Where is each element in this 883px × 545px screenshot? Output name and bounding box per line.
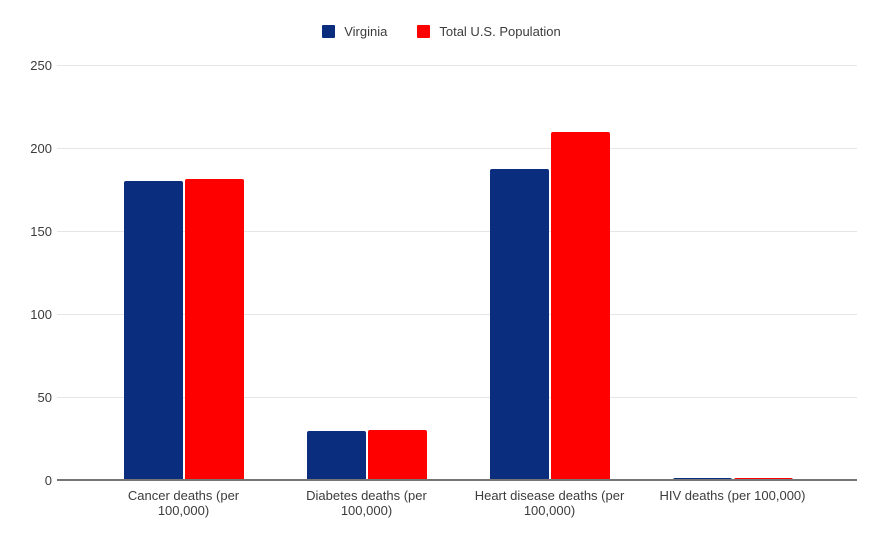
- bar-groups: [92, 66, 824, 481]
- legend-label-virginia: Virginia: [344, 24, 388, 39]
- gridline-250: [57, 65, 857, 66]
- x-axis-label-diabetes-deaths: Diabetes deaths (per 100,000): [306, 488, 427, 518]
- y-axis-label-0: 0: [44, 473, 52, 488]
- bar-total-us-population-diabetes-deaths[interactable]: [367, 429, 427, 481]
- gridline-100: [57, 314, 857, 315]
- y-axis-label-100: 100: [30, 307, 52, 322]
- plot-area: [57, 65, 857, 481]
- x-axis-label-heart-disease-deaths: Heart disease deaths (per 100,000): [474, 488, 625, 518]
- gridline-50: [57, 397, 857, 398]
- x-axis-line: [57, 479, 857, 481]
- legend-label-total-us-population: Total U.S. Population: [439, 24, 561, 39]
- bar-virginia-diabetes-deaths[interactable]: [306, 431, 366, 481]
- virginia-swatch-icon: [322, 25, 336, 38]
- bar-virginia-cancer-deaths[interactable]: [123, 180, 183, 481]
- y-axis-label-200: 200: [30, 141, 52, 156]
- x-axis-label-hiv-deaths: HIV deaths (per 100,000): [659, 488, 806, 503]
- bar-group-cancer-deaths: [92, 66, 275, 481]
- legend: Virginia Total U.S. Population: [0, 24, 883, 39]
- gridline-150: [57, 231, 857, 232]
- y-axis-label-150: 150: [30, 224, 52, 239]
- total-us-population-swatch-icon: [417, 25, 431, 38]
- bar-total-us-population-heart-disease-deaths[interactable]: [550, 132, 610, 481]
- legend-item-total-us-population[interactable]: Total U.S. Population: [417, 24, 561, 39]
- x-axis-label-cancer-deaths: Cancer deaths (per 100,000): [127, 488, 240, 518]
- x-axis-labels: Cancer deaths (per 100,000) Diabetes death…: [92, 488, 824, 518]
- legend-item-virginia[interactable]: Virginia: [322, 24, 387, 39]
- bar-group-hiv-deaths: [641, 66, 824, 481]
- y-axis-label-50: 50: [37, 390, 52, 405]
- bar-group-heart-disease-deaths: [458, 66, 641, 481]
- bar-group-diabetes-deaths: [275, 66, 458, 481]
- gridline-200: [57, 148, 857, 149]
- bar-virginia-heart-disease-deaths[interactable]: [489, 168, 549, 481]
- bar-total-us-population-cancer-deaths[interactable]: [184, 178, 244, 481]
- y-axis-labels: 0 50 100 150 200 250: [0, 58, 52, 488]
- y-axis-label-250: 250: [30, 58, 52, 73]
